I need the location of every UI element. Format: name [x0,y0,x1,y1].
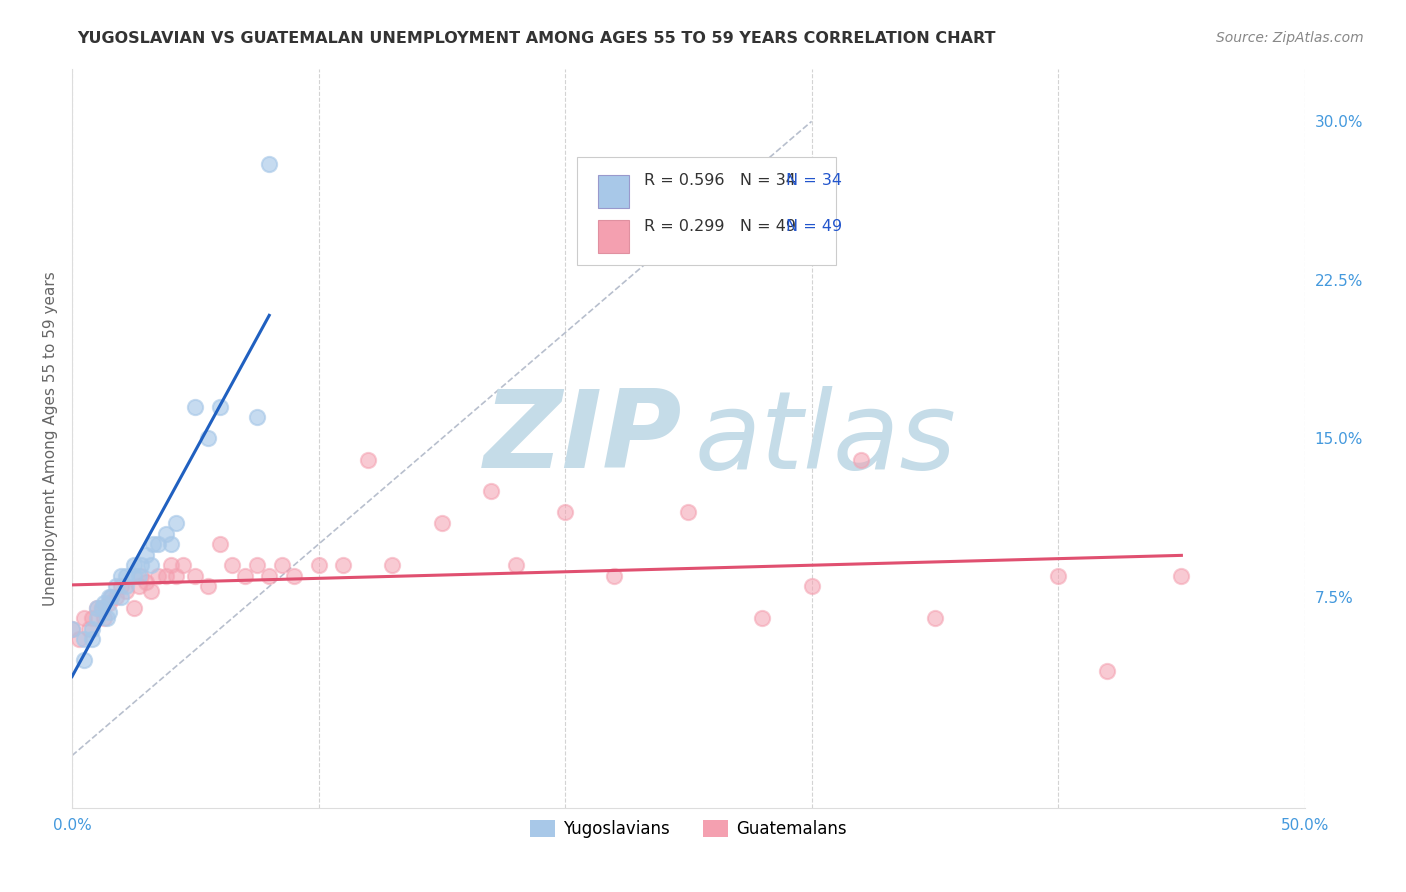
Point [357,452,380,467]
Point [332,558,354,573]
Point [197,432,219,446]
Point [129,558,152,573]
Point [93,611,115,625]
Point [110,579,132,593]
Point [115,579,138,593]
Point [93,596,115,610]
Legend: Yugoslavians, Guatemalans: Yugoslavians, Guatemalans [523,813,853,845]
Point [139,583,162,598]
Point [155,569,177,583]
Point [115,583,138,598]
Point [849,452,872,467]
Point [165,569,187,583]
Point [148,569,170,583]
Point [184,400,207,414]
Point [165,516,187,530]
Point [1097,664,1119,678]
Point [172,558,194,573]
Point [80,611,103,625]
Point [184,569,207,583]
Point [197,579,219,593]
Point [505,558,527,573]
Point [100,590,122,604]
Point [221,558,243,573]
Point [128,569,150,583]
Point [122,558,145,573]
Point [246,558,269,573]
Text: N = 34: N = 34 [786,173,842,188]
Text: R = 0.596   N = 34: R = 0.596 N = 34 [644,173,796,188]
Point [1170,569,1192,583]
Point [924,611,946,625]
Y-axis label: Unemployment Among Ages 55 to 59 years: Unemployment Among Ages 55 to 59 years [44,271,58,606]
Point [233,569,256,583]
Point [60,622,83,636]
Point [86,611,108,625]
Text: Source: ZipAtlas.com: Source: ZipAtlas.com [1216,31,1364,45]
Point [96,611,118,625]
Point [73,611,96,625]
Text: R = 0.299   N = 49: R = 0.299 N = 49 [644,219,796,234]
Point [80,632,103,647]
Point [73,653,96,667]
Point [90,600,112,615]
Text: N = 49: N = 49 [786,219,842,234]
Point [60,622,83,636]
Point [155,526,177,541]
Point [257,156,280,170]
Point [142,537,165,551]
Point [98,596,121,610]
Point [90,600,112,615]
Point [77,622,100,636]
Point [98,590,121,604]
Point [148,537,170,551]
Point [159,537,181,551]
Point [129,569,152,583]
Point [122,569,145,583]
Point [110,590,132,604]
Point [67,632,90,647]
Point [678,506,700,520]
Point [115,569,138,583]
FancyBboxPatch shape [578,157,837,265]
Point [159,558,181,573]
Text: YUGOSLAVIAN VS GUATEMALAN UNEMPLOYMENT AMONG AGES 55 TO 59 YEARS CORRELATION CHA: YUGOSLAVIAN VS GUATEMALAN UNEMPLOYMENT A… [77,31,995,46]
Point [554,506,576,520]
Point [257,569,280,583]
Point [86,600,108,615]
Point [283,569,305,583]
Point [105,590,128,604]
Point [751,611,773,625]
Point [98,605,121,619]
Point [1047,569,1070,583]
Point [246,410,269,425]
Point [430,516,453,530]
Point [128,579,150,593]
Point [86,600,108,615]
Point [800,579,823,593]
Point [135,548,157,562]
Point [208,537,231,551]
Point [105,579,128,593]
Text: atlas: atlas [695,386,956,491]
Point [135,575,157,590]
Point [100,590,122,604]
Point [139,558,162,573]
Point [80,622,103,636]
FancyBboxPatch shape [599,175,628,208]
Point [73,632,96,647]
Point [603,569,626,583]
Point [110,569,132,583]
Point [308,558,330,573]
Point [479,484,502,499]
Point [381,558,404,573]
Text: ZIP: ZIP [484,385,682,491]
Point [270,558,292,573]
Point [122,600,145,615]
Point [208,400,231,414]
FancyBboxPatch shape [599,219,628,253]
